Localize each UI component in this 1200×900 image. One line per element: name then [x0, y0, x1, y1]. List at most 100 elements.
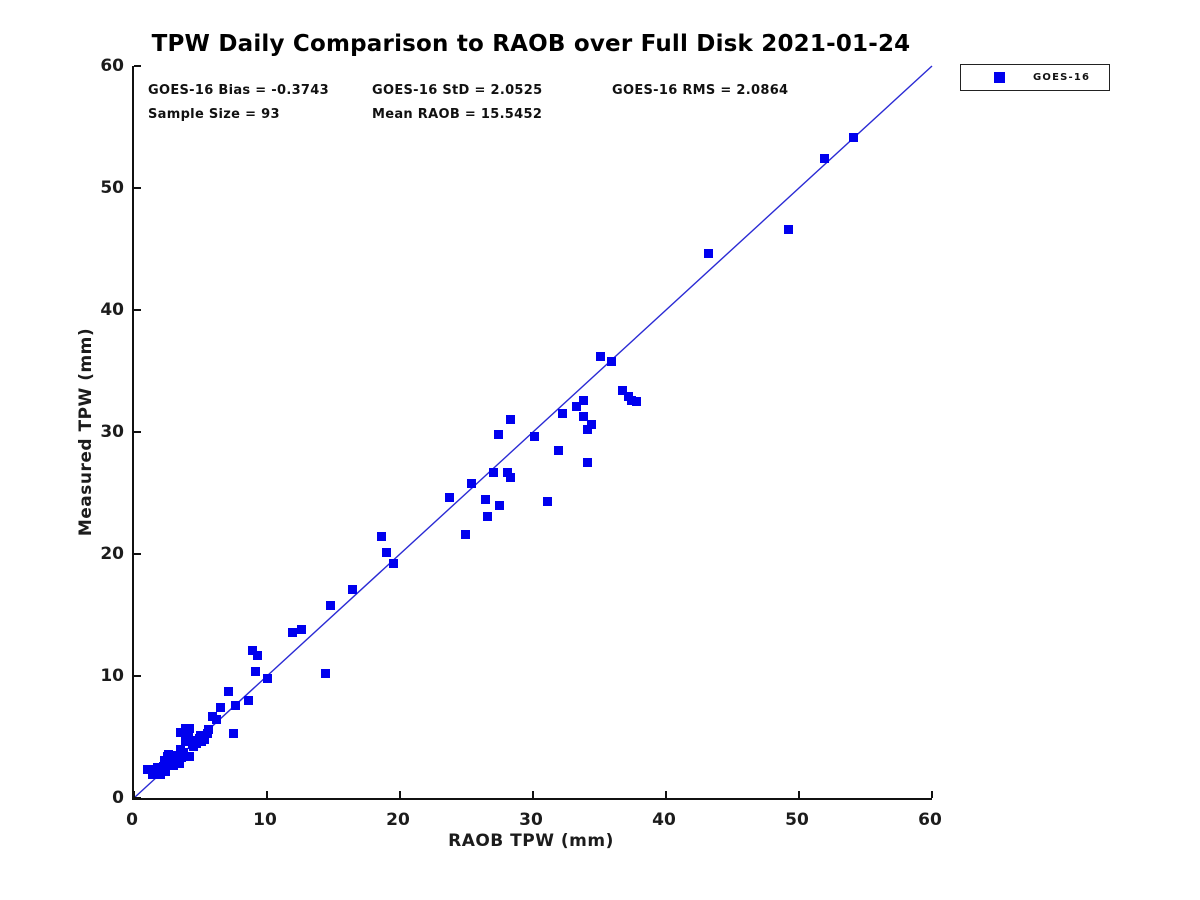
scatter-point: [229, 728, 239, 738]
x-tick-label: 40: [652, 810, 676, 830]
scatter-point: [849, 133, 859, 143]
scatter-point: [156, 770, 166, 780]
scatter-point: [617, 386, 627, 396]
scatter-point: [503, 467, 513, 477]
y-tick-mark: [134, 675, 141, 677]
x-tick-label: 60: [918, 810, 942, 830]
scatter-point: [347, 584, 357, 594]
legend-square-marker-icon: [994, 72, 1005, 83]
y-tick-mark: [134, 797, 141, 799]
scatter-point: [142, 765, 152, 775]
scatter-point: [182, 733, 192, 743]
stat-sample-size: Sample Size = 93: [148, 107, 280, 122]
scatter-point: [579, 411, 589, 421]
scatter-point: [529, 432, 539, 442]
scatter-point: [587, 420, 597, 430]
scatter-point: [287, 627, 297, 637]
scatter-point: [596, 351, 606, 361]
scatter-point: [572, 401, 582, 411]
stat-bias: GOES-16 Bias = -0.3743: [148, 83, 329, 98]
scatter-point: [783, 224, 793, 234]
scatter-point: [184, 728, 194, 738]
scatter-point: [326, 600, 336, 610]
scatter-point: [223, 687, 233, 697]
stat-rms: GOES-16 RMS = 2.0864: [612, 83, 789, 98]
x-tick-mark: [399, 791, 401, 798]
scatter-point: [161, 766, 171, 776]
scatter-point: [579, 395, 589, 405]
scatter-point: [626, 395, 636, 405]
chart-title: TPW Daily Comparison to RAOB over Full D…: [151, 31, 911, 57]
y-tick-mark: [134, 187, 141, 189]
scatter-point: [583, 425, 593, 435]
y-tick-label: 20: [100, 544, 124, 564]
scatter-point: [176, 744, 186, 754]
scatter-point: [297, 625, 307, 635]
x-tick-label: 0: [126, 810, 138, 830]
x-tick-mark: [532, 791, 534, 798]
scatter-point: [177, 753, 187, 763]
legend: GOES-16: [960, 64, 1110, 91]
scatter-point: [176, 727, 186, 737]
scatter-point: [253, 650, 263, 660]
scatter-point: [174, 759, 184, 769]
scatter-point: [704, 249, 714, 259]
scatter-point: [483, 511, 493, 521]
stat-mean-raob: Mean RAOB = 15.5452: [372, 107, 543, 122]
x-tick-mark: [931, 791, 933, 798]
x-tick-mark: [266, 791, 268, 798]
scatter-point: [158, 761, 168, 771]
scatter-point: [211, 715, 221, 725]
scatter-point: [467, 478, 477, 488]
x-tick-label: 20: [386, 810, 410, 830]
x-tick-mark: [665, 791, 667, 798]
legend-label: GOES-16: [1033, 72, 1091, 83]
scatter-point: [493, 429, 503, 439]
scatter-point: [321, 669, 331, 679]
scatter-point: [583, 458, 593, 467]
y-tick-mark: [134, 431, 141, 433]
scatter-point: [199, 734, 209, 744]
y-tick-mark: [134, 309, 141, 311]
y-tick-label: 60: [100, 56, 124, 76]
y-tick-label: 40: [100, 300, 124, 320]
y-tick-mark: [134, 553, 141, 555]
scatter-point: [388, 559, 398, 569]
scatter-point: [543, 497, 553, 507]
x-tick-label: 30: [519, 810, 543, 830]
scatter-point: [247, 645, 257, 655]
x-axis-label: RAOB TPW (mm): [448, 831, 614, 851]
y-axis-label: Measured TPW (mm): [76, 327, 96, 537]
scatter-point: [460, 529, 470, 539]
scatter-point: [192, 738, 201, 748]
y-tick-label: 30: [100, 422, 124, 442]
scatter-point: [444, 493, 454, 503]
scatter-point: [495, 500, 505, 510]
y-tick-label: 50: [100, 178, 124, 198]
scatter-point: [185, 752, 195, 762]
x-tick-mark: [798, 791, 800, 798]
scatter-point: [480, 494, 490, 504]
y-tick-label: 10: [100, 666, 124, 686]
scatter-point: [203, 725, 213, 735]
scatter-point: [185, 723, 195, 733]
y-tick-mark: [134, 65, 141, 67]
scatter-point: [488, 467, 498, 477]
stat-std: GOES-16 StD = 2.0525: [372, 83, 543, 98]
scatter-point: [243, 695, 253, 705]
scatter-point: [172, 750, 182, 760]
y-tick-label: 0: [112, 788, 124, 808]
x-tick-label: 10: [253, 810, 277, 830]
scatter-point: [505, 472, 515, 482]
scatter-point: [553, 445, 563, 455]
scatter-point: [250, 666, 260, 676]
scatter-point: [505, 415, 515, 425]
x-tick-label: 50: [785, 810, 809, 830]
scatter-point: [262, 673, 272, 683]
scatter-point: [606, 356, 616, 366]
plot-area: [132, 65, 933, 800]
scatter-point: [819, 154, 829, 164]
x-tick-mark: [133, 791, 135, 798]
scatter-point: [382, 548, 392, 558]
